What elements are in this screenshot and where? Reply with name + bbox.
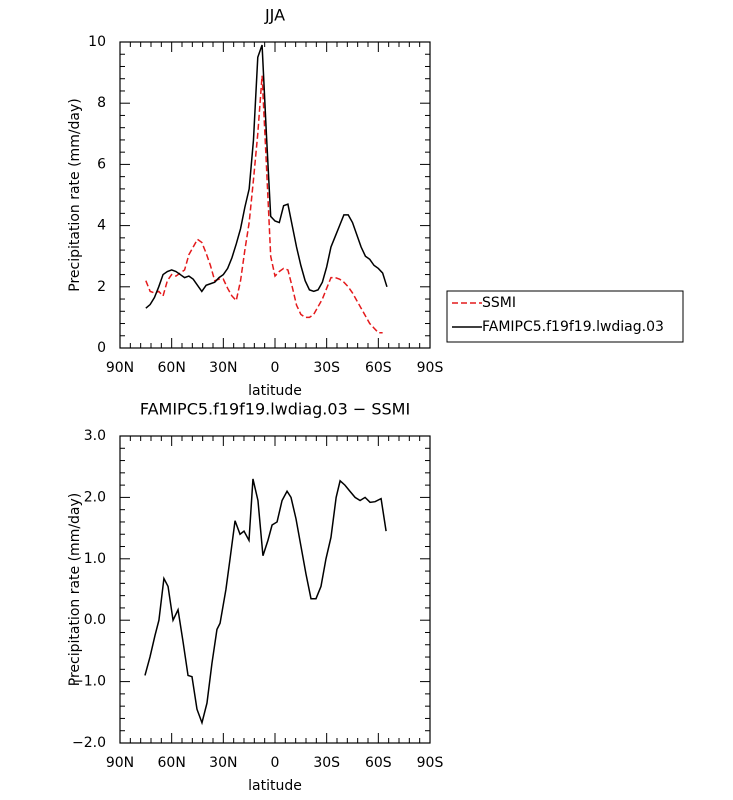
plot-frame <box>119 435 431 744</box>
x-axis-label: latitude <box>248 778 302 794</box>
x-tick-label: 90N <box>106 360 134 376</box>
x-tick-label: 60S <box>365 360 392 376</box>
x-tick-label: 30S <box>313 360 340 376</box>
y-tick-label: 0 <box>97 340 106 356</box>
x-tick-label: 30N <box>209 360 237 376</box>
data-line <box>144 478 387 726</box>
y-tick-label: −1.0 <box>72 674 106 690</box>
y-axis-label: Precipitation rate (mm/day) <box>67 98 83 292</box>
x-tick-label: 60N <box>158 360 186 376</box>
x-axis-label: latitude <box>248 383 302 399</box>
legend-label: SSMI <box>482 295 516 311</box>
x-tick-label: 60S <box>365 755 392 771</box>
data-line <box>145 44 388 309</box>
y-tick-label: 0.0 <box>84 612 106 628</box>
data-line <box>145 75 383 334</box>
y-tick-label: 2 <box>97 279 106 295</box>
y-tick-label: 10 <box>88 34 106 50</box>
x-tick-label: 0 <box>271 755 280 771</box>
x-tick-label: 30S <box>313 755 340 771</box>
x-tick-label: 30N <box>209 755 237 771</box>
y-axis-label: Precipitation rate (mm/day) <box>67 493 83 687</box>
plot-frame <box>119 41 431 349</box>
x-tick-label: 90S <box>417 755 444 771</box>
chart-title: JJA <box>264 6 285 25</box>
y-tick-label: 8 <box>97 95 106 111</box>
chart-title: FAMIPC5.f19f19.lwdiag.03 − SSMI <box>140 400 410 419</box>
y-tick-label: 2.0 <box>84 489 106 505</box>
y-tick-label: 4 <box>97 218 106 234</box>
y-tick-label: 3.0 <box>84 428 106 444</box>
y-tick-label: 6 <box>97 156 106 172</box>
x-tick-label: 90N <box>106 755 134 771</box>
y-tick-label: 1.0 <box>84 551 106 567</box>
legend-box <box>446 290 684 343</box>
y-tick-label: −2.0 <box>72 735 106 751</box>
legend-label: FAMIPC5.f19f19.lwdiag.03 <box>482 319 664 335</box>
x-tick-label: 90S <box>417 360 444 376</box>
x-tick-label: 60N <box>158 755 186 771</box>
x-tick-label: 0 <box>271 360 280 376</box>
